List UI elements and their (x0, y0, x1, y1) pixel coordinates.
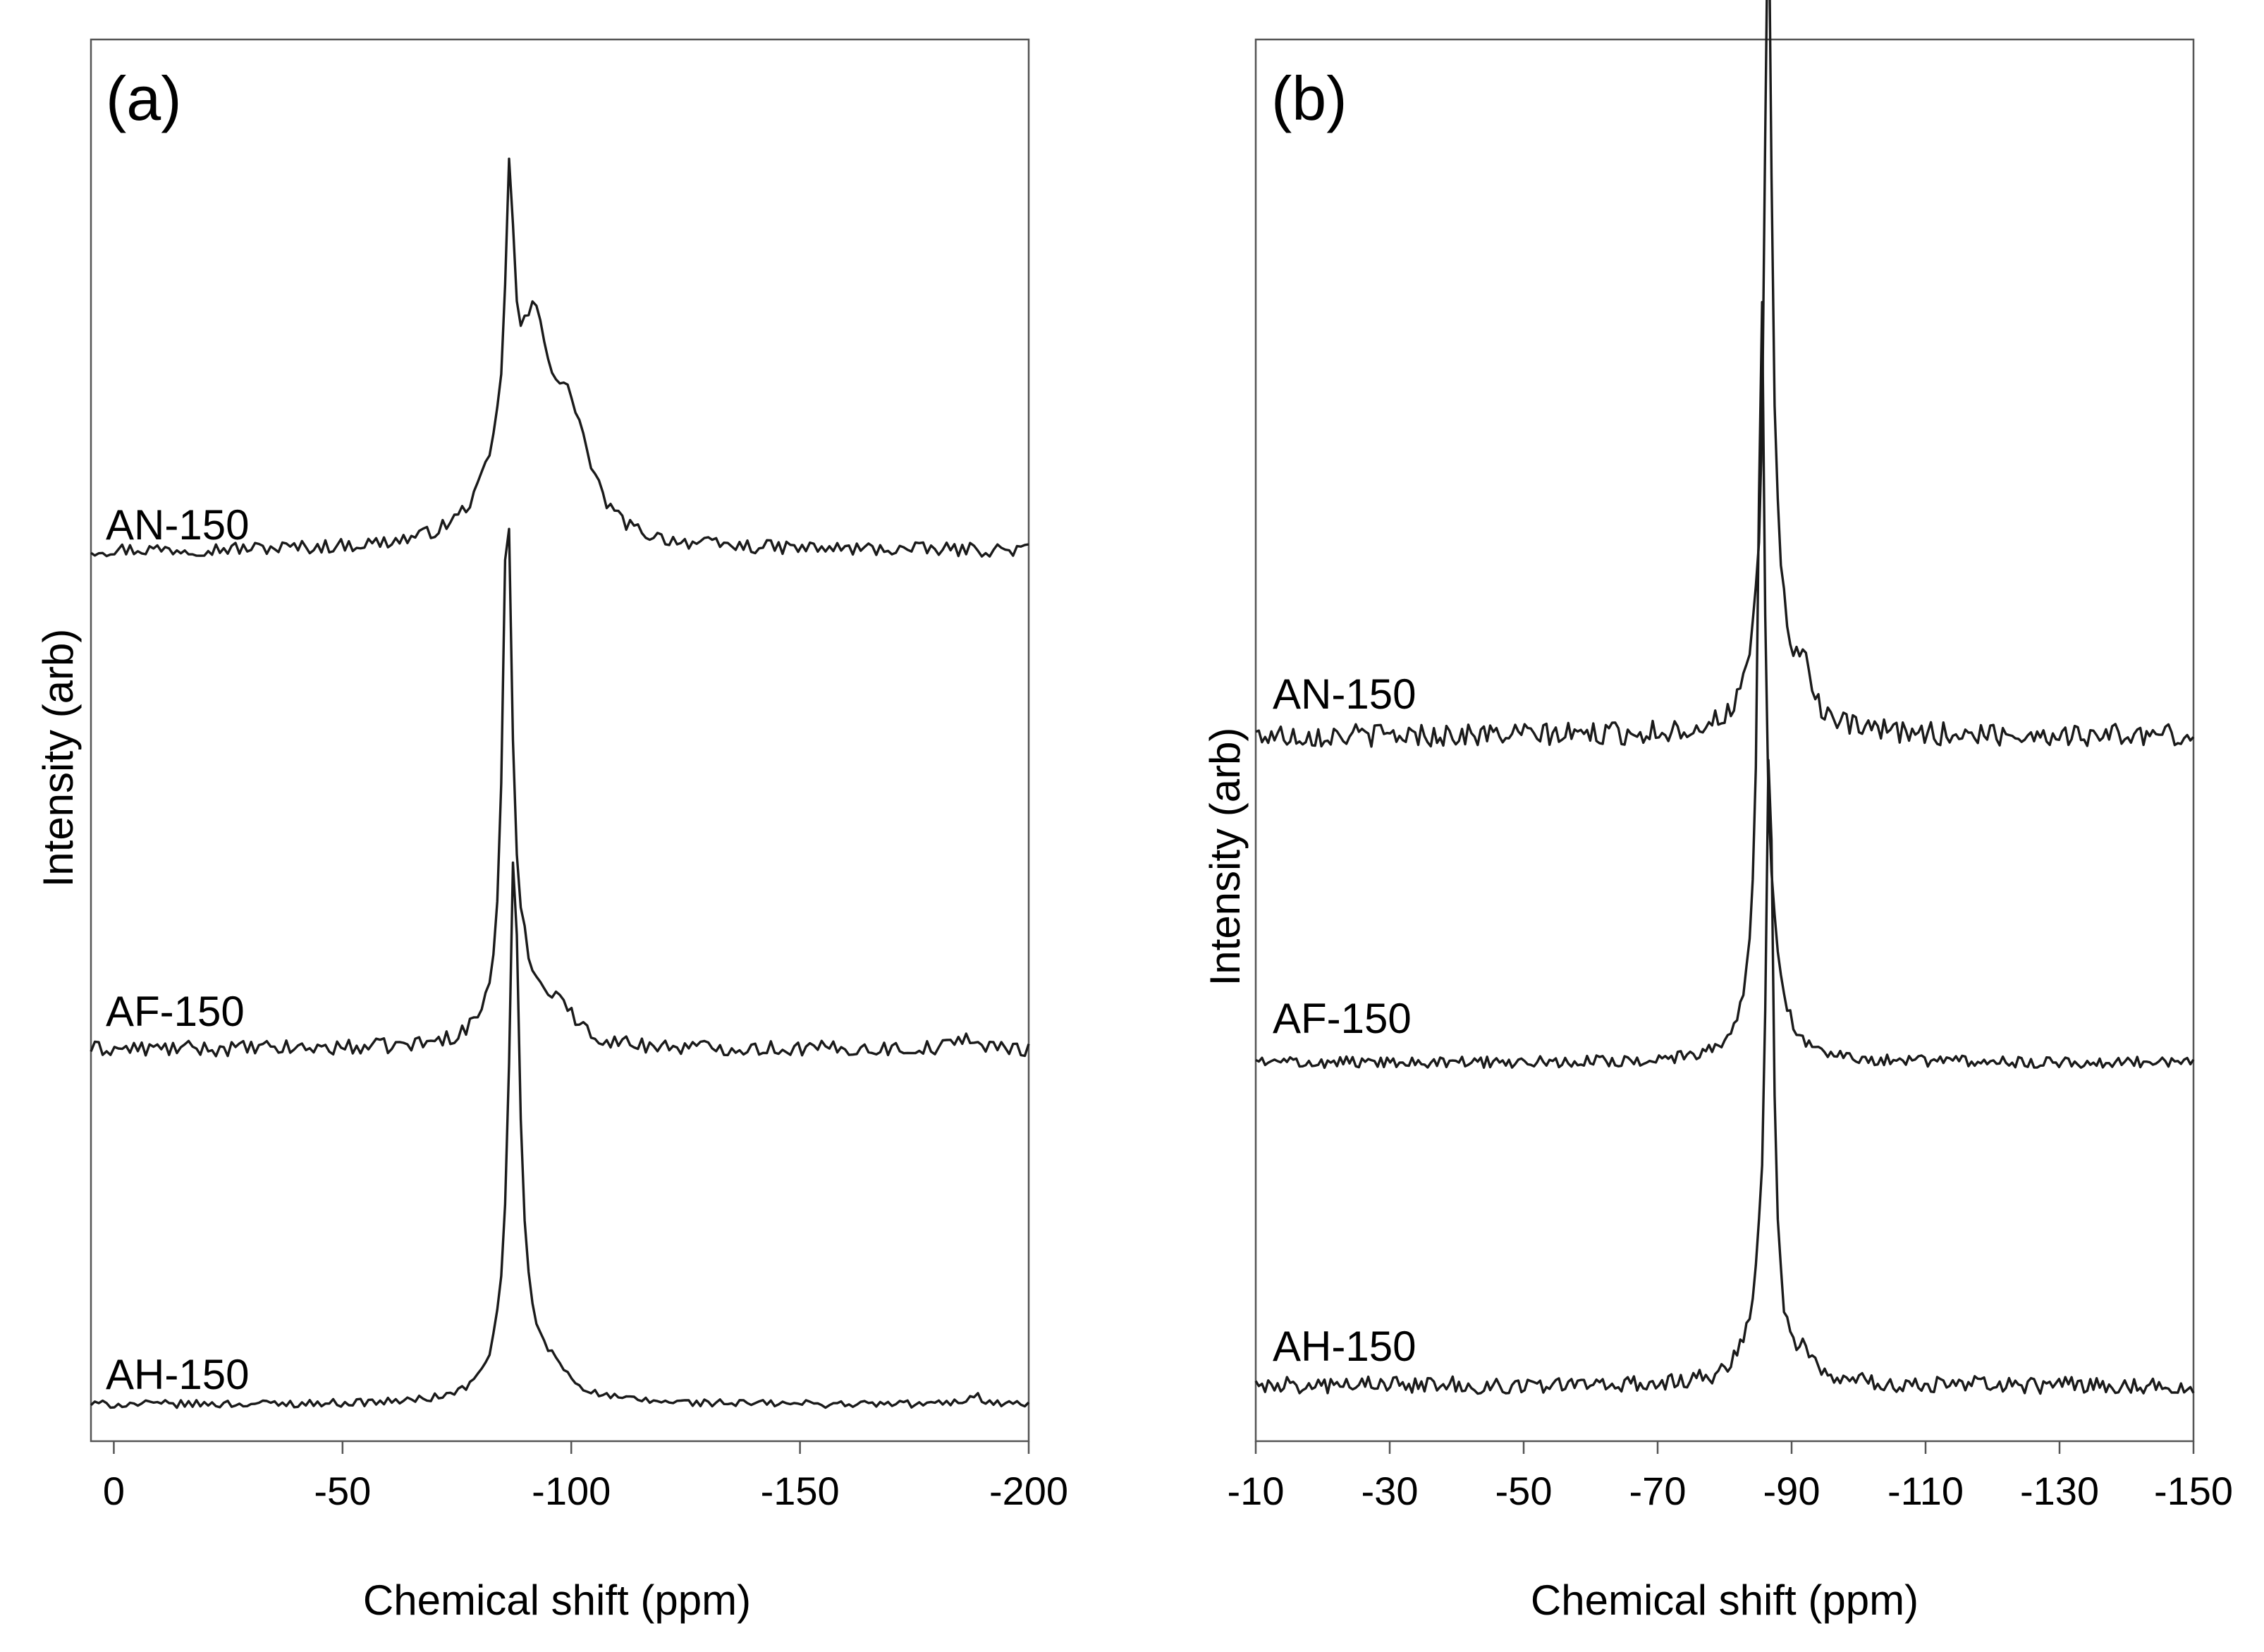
x-tick-label: -200 (989, 1469, 1068, 1513)
series-label-af-150: AF-150 (1273, 995, 1412, 1042)
series-label-ah-150: AH-150 (106, 1351, 249, 1398)
x-tick-label: -110 (1887, 1469, 1964, 1513)
spectrum-line-an-150 (90, 157, 1029, 558)
x-tick-label: -30 (1362, 1469, 1419, 1513)
panel-b: (b) -10 -30 -50 -70 -90 -110 -130 -150 AN-150 AF… (1201, 0, 2233, 1624)
spectrum-line-af-150 (1255, 300, 2195, 1070)
panel-a-frame (90, 38, 1030, 1443)
series-label-an-150: AN-150 (106, 501, 249, 549)
x-tick-label: 0 (103, 1469, 125, 1513)
spectrum-line-ah-150 (1254, 759, 2195, 1395)
panel-a-x-axis-label: Chemical shift (ppm) (363, 1577, 751, 1624)
panel-a-x-ticks: 0 -50 -100 -150 -200 (103, 1441, 1068, 1513)
panel-a-label: (a) (106, 63, 182, 133)
panel-b-series: AN-150 AF-150 AH-150 (1254, 0, 2195, 1395)
panel-b-label: (b) (1271, 63, 1347, 133)
x-tick-label: -130 (2020, 1469, 2099, 1513)
panel-a-y-axis-label: Intensity (arb) (35, 629, 82, 888)
panel-a: (a) 0 -50 -100 -150 -200 AN-150AF-150AH-150 … (35, 38, 1068, 1624)
spectrum-line-an-150 (1255, 0, 2195, 748)
panel-b-y-axis-label: Intensity (arb) (1201, 728, 1249, 986)
panel-b-x-axis-label: Chemical shift (ppm) (1531, 1577, 1919, 1624)
x-tick-label: -50 (314, 1469, 371, 1513)
panel-a-series: AN-150 AF-150 AH-150 (90, 157, 1030, 1409)
panel-b-x-ticks: -10 -30 -50 -70 -90 -110 -130 -150 (1228, 1441, 2233, 1513)
x-tick-label: -70 (1629, 1469, 1687, 1513)
spectrum-line-af-150 (90, 527, 1030, 1058)
x-tick-label: -150 (2154, 1469, 2233, 1513)
series-label-ah-150: AH-150 (1273, 1323, 1416, 1370)
series-label-an-150: AN-150 (1273, 671, 1416, 718)
spectrum-line-ah-150 (90, 861, 1030, 1409)
x-tick-label: -100 (532, 1469, 611, 1513)
x-tick-label: -10 (1228, 1469, 1285, 1513)
x-tick-label: -150 (761, 1469, 840, 1513)
x-tick-label: -50 (1495, 1469, 1553, 1513)
x-tick-label: -90 (1763, 1469, 1821, 1513)
series-label-af-150: AF-150 (106, 988, 245, 1035)
panel-b-frame (1254, 38, 2195, 1443)
